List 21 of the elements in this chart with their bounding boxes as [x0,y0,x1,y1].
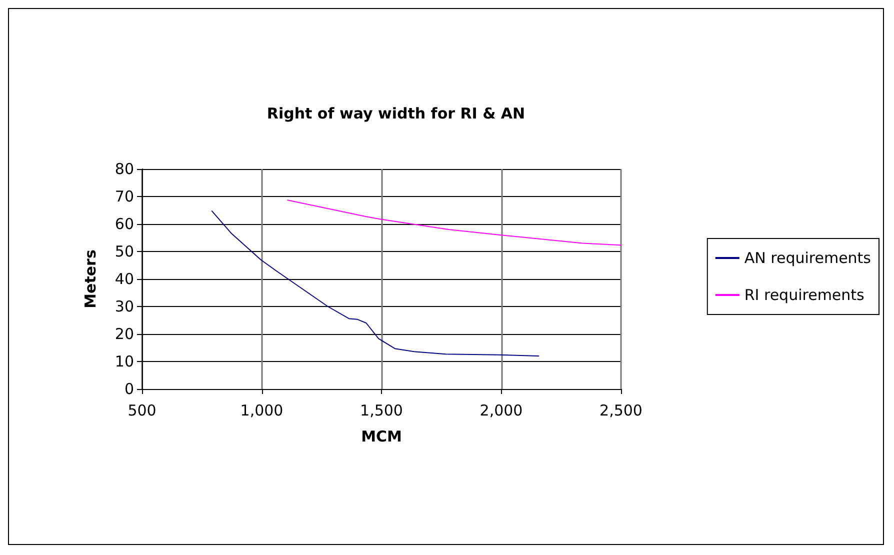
legend-label: AN requirements [744,249,872,267]
x-axis-title: MCM [361,428,402,446]
y-tick-label: 10 [114,352,134,370]
y-tick-label: 70 [114,188,134,206]
legend-label: RI requirements [744,286,865,304]
y-tick-label: 40 [114,270,134,288]
y-tick-label: 50 [114,242,134,260]
x-tick-label: 2,000 [480,402,523,420]
y-tick-label: 0 [124,380,134,398]
x-tick-label: 1,000 [240,402,284,420]
y-tick-label: 30 [114,298,134,316]
line-series [211,210,540,356]
chart-title: Right of way width for RI & AN [266,104,526,122]
x-tick-label: 1,500 [360,402,403,420]
x-tick-label: 2,500 [600,402,642,420]
y-tick-label: 60 [114,215,134,233]
line-series [287,200,622,246]
x-tick-label: 500 [128,402,156,420]
y-tick-label: 80 [114,160,134,178]
y-tick-label: 20 [114,325,134,343]
y-axis-title: Meters [82,250,100,308]
